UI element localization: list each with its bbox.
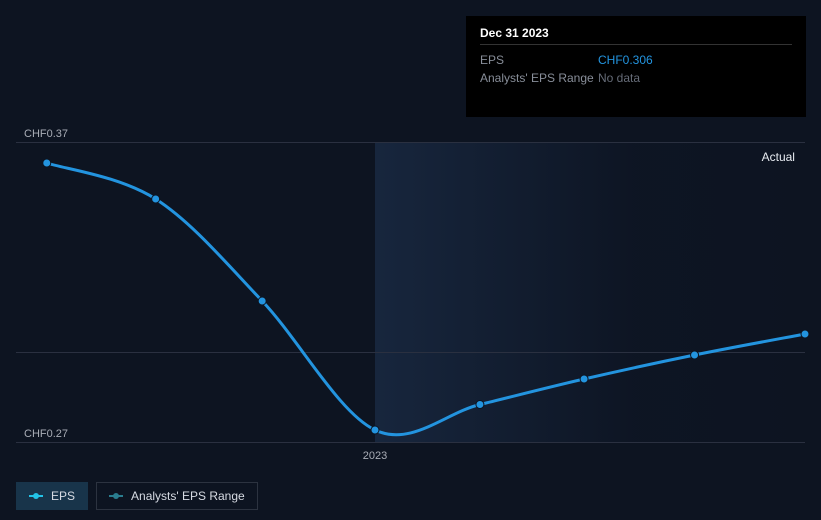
tooltip-date: Dec 31 2023: [480, 26, 792, 45]
tooltip-label: EPS: [480, 51, 598, 69]
x-tick-label: 2023: [363, 450, 387, 462]
tooltip-value: CHF0.306: [598, 51, 653, 69]
tooltip-row: Analysts' EPS Range No data: [480, 69, 792, 87]
y-tick-label: CHF0.37: [24, 128, 68, 140]
chart-legend: EPS Analysts' EPS Range: [16, 482, 258, 510]
legend-label: Analysts' EPS Range: [131, 489, 245, 503]
tooltip-row: EPS CHF0.306: [480, 51, 792, 69]
legend-swatch-icon: [29, 492, 43, 500]
tooltip-value: No data: [598, 69, 640, 87]
legend-label: EPS: [51, 489, 75, 503]
eps-line-series: [16, 142, 805, 442]
gridline: [16, 442, 805, 443]
chart-plot-area[interactable]: Actual: [16, 142, 805, 442]
legend-swatch-icon: [109, 492, 123, 500]
chart-container: Dec 31 2023 EPS CHF0.306 Analysts' EPS R…: [0, 0, 821, 520]
legend-item-eps[interactable]: EPS: [16, 482, 88, 510]
chart-tooltip: Dec 31 2023 EPS CHF0.306 Analysts' EPS R…: [466, 16, 806, 117]
legend-item-eps-range[interactable]: Analysts' EPS Range: [96, 482, 258, 510]
tooltip-label: Analysts' EPS Range: [480, 69, 598, 87]
